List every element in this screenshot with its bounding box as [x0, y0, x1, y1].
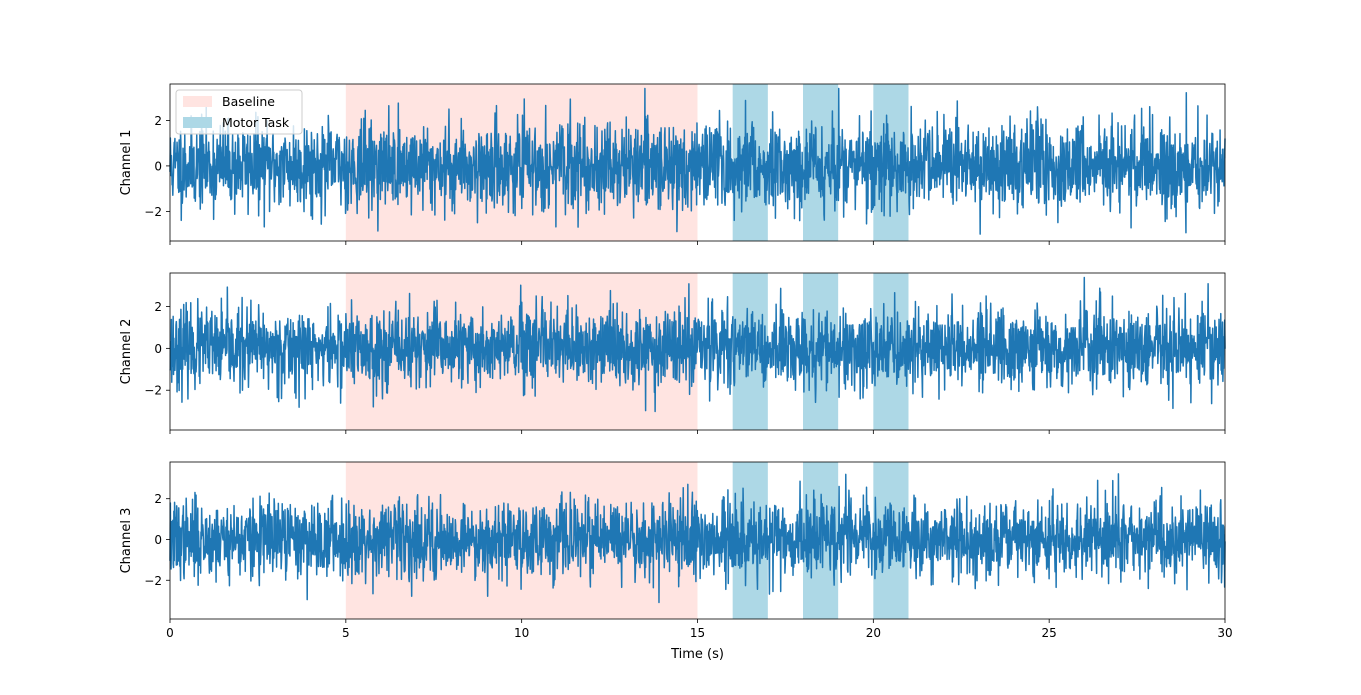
signal-line [169, 87, 1226, 235]
y-axis-label: Channel 2 [119, 319, 134, 385]
y-tick-label: 0 [154, 159, 162, 173]
panel-1: −2 0 2 Channel 1 Baseline Motor Task [119, 83, 1226, 245]
x-tick-label: 15 [690, 626, 705, 640]
x-axis-label: Time (s) [670, 647, 724, 662]
y-tick-label: −2 [144, 384, 162, 398]
signal-line [169, 276, 1226, 413]
legend-label: Baseline [222, 94, 275, 109]
x-tick-label: 20 [866, 626, 881, 640]
legend-swatch [183, 117, 212, 128]
x-tick-label: 25 [1042, 626, 1057, 640]
y-tick-label: 0 [154, 533, 162, 547]
legend-label: Motor Task [222, 115, 290, 130]
panel-2: −2 0 2 Channel 2 [119, 272, 1226, 434]
y-tick-label: 2 [154, 300, 162, 314]
x-tick-label: 5 [342, 626, 350, 640]
y-axis-label: Channel 3 [119, 508, 134, 574]
y-tick-label: 2 [154, 114, 162, 128]
x-tick-label: 10 [514, 626, 529, 640]
legend: Baseline Motor Task [175, 89, 303, 135]
y-tick-label: −2 [144, 205, 162, 219]
y-axis-label: Channel 1 [119, 130, 134, 196]
x-tick-label: 0 [166, 626, 174, 640]
x-tick-label: 30 [1217, 626, 1232, 640]
signal-line [169, 473, 1226, 604]
y-tick-label: 0 [154, 342, 162, 356]
y-tick-label: −2 [144, 574, 162, 588]
y-tick-label: 2 [154, 492, 162, 506]
legend-swatch [183, 96, 212, 107]
